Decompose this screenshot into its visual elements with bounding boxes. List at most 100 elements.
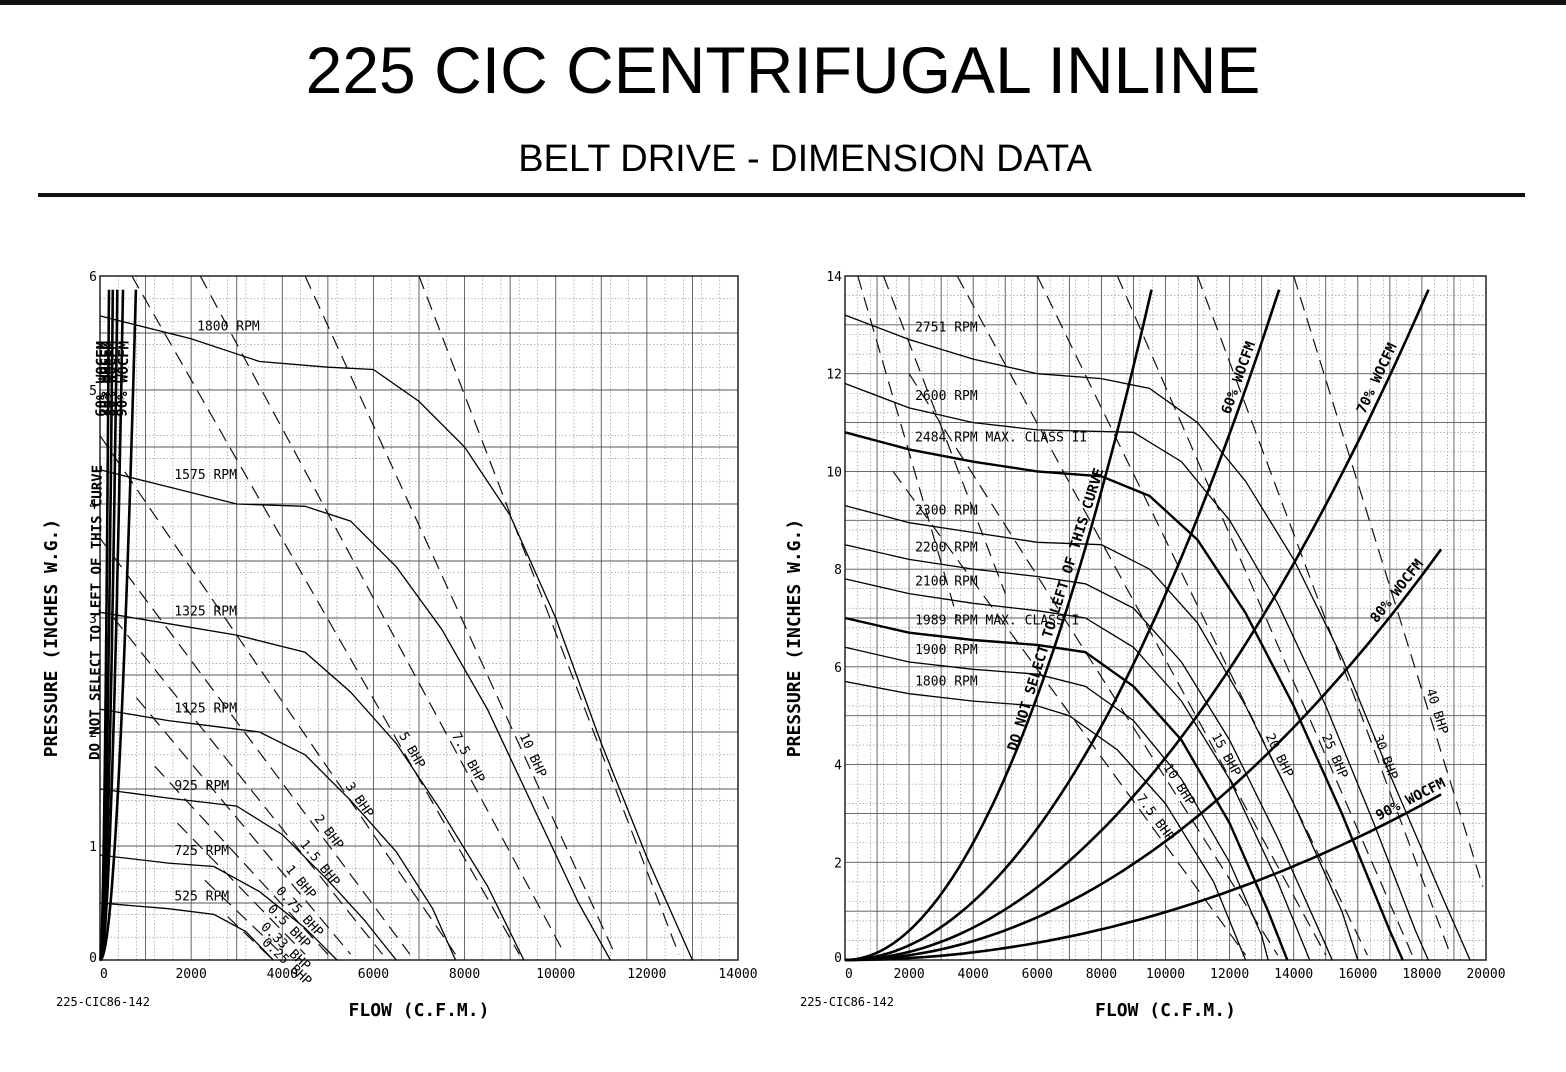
chart1-system-curves: DO NOT SELECT TO LEFT OF THIS CURVE 60% W… [87, 289, 138, 962]
chart2-bhp-line [1196, 275, 1452, 956]
chart1-x-tick-label: 10000 [536, 967, 575, 982]
chart2-x-tick-label: 2000 [893, 967, 924, 982]
chart1-x-tick-label: 0 [100, 967, 108, 982]
chart2-system-curve [845, 793, 1442, 962]
chart2-y-tick-label: 12 [826, 368, 842, 383]
chart2-rpm-curve [844, 382, 1429, 961]
page-subtitle: BELT DRIVE - DIMENSION DATA [518, 138, 1092, 180]
chart1-drawing-code: 225-CIC86-142 [56, 995, 150, 1009]
chart2-bhp-line [1293, 275, 1484, 887]
chart2-y-tick-label: 8 [834, 563, 842, 578]
chart1-system-curve-label: 80% WOCFM [103, 341, 120, 417]
chart2-bhp-line [882, 275, 1006, 594]
chart1-bhp-line [136, 697, 352, 955]
chart2-x-tick-label: 8000 [1086, 967, 1117, 982]
chart1-y-tick-label: 3 [89, 612, 97, 627]
chart1-y-axis-label: PRESSURE (INCHES W.G.) [41, 519, 62, 757]
chart1-rpm-curve [99, 854, 338, 961]
chart1-system-curve-label: 60% WOCFM [94, 341, 111, 417]
chart1-rpm-curve [99, 315, 693, 961]
chart2-rpm-label: 1900 RPM [915, 643, 978, 658]
chart1-bhp-line [418, 275, 680, 955]
chart2-y-tick-label: 2 [834, 856, 842, 871]
chart2-bhp-line [892, 471, 1247, 956]
chart1-y-tick-label: 5 [89, 384, 97, 399]
chart2-x-tick-label: 16000 [1338, 967, 1377, 982]
chart2-rpm-curve [844, 578, 1311, 961]
chart1-system-curve-label: 70% WOCFM [98, 341, 115, 417]
chart1-y-tick-label: 6 [89, 270, 97, 285]
chart2-rpm-curves: 2751 RPM 2600 RPM 2484 RPM MAX. CLASS II 23… [844, 314, 1471, 961]
chart2-x-tick-label: 0 [845, 967, 853, 982]
chart2-bhp-label: 40 BHP [1422, 687, 1450, 736]
chart2-bhp-line [1036, 275, 1368, 956]
chart2-system-curve-label: DO NOT SELECT TO LEFT OF THIS CURVE [1005, 466, 1108, 753]
chart2-bhp-line [1116, 275, 1413, 956]
chart2-y-tick-label: 6 [834, 661, 842, 676]
chart2-rpm-curve [844, 616, 1289, 961]
chart2-rpm-label: 2300 RPM [915, 504, 978, 519]
chart2-y-tick-label: 10 [826, 465, 842, 480]
chart2-x-tick-label: 14000 [1274, 967, 1313, 982]
chart2-rpm-curve [844, 646, 1269, 961]
chart1-y-tick-label: 1 [89, 840, 97, 855]
chart1-x-axis-label: FLOW (C.F.M.) [349, 1000, 490, 1021]
chart1-x-tick-label: 4000 [267, 967, 298, 982]
chart2-system-curve [844, 289, 1430, 962]
chart1-rpm-label: 525 RPM [174, 890, 229, 905]
chart2-system-curve [844, 548, 1443, 962]
chart2-rpm-label: 2484 RPM MAX. CLASS II [915, 430, 1087, 445]
chart1-rpm-curve [99, 788, 397, 961]
chart1-system-curve-label: 90% WOCFM [114, 341, 132, 417]
chart1-bhp-line [177, 822, 306, 955]
chart2-x-tick-label: 6000 [1022, 967, 1053, 982]
chart2-bhp-line [908, 373, 1279, 956]
chart2-system-curve [844, 289, 1281, 962]
chart2-x-tick-label: 18000 [1402, 967, 1441, 982]
chart1-system-curve [99, 289, 138, 962]
chart2-rpm-label: 2200 RPM [915, 540, 978, 555]
chart2-drawing-code: 225-CIC86-142 [800, 995, 894, 1009]
chart1-rpm-curve [99, 469, 611, 961]
chart1-rpm-curves: 1800 RPM 1575 RPM 1325 RPM 1125 RPM 925 RPM 7… [99, 315, 693, 961]
chart1-rpm-label: 1575 RPM [174, 468, 237, 483]
chart2-rpm-label: 1989 RPM MAX. CLASS I [915, 614, 1079, 629]
chart1-bhp-line [99, 435, 456, 955]
chart2-rpm-label: 2100 RPM [915, 575, 978, 590]
chart1-x-tick-label: 6000 [358, 967, 389, 982]
chart2-bhp-label: 30 BHP [1370, 733, 1400, 782]
chart2-x-axis-label: FLOW (C.F.M.) [1095, 1000, 1236, 1021]
chart2-rpm-curve [844, 314, 1471, 961]
chart2-bhp-line [857, 275, 958, 619]
chart1-rpm-label: 1800 RPM [197, 320, 260, 335]
chart1-rpm-curve [99, 902, 274, 961]
chart2-system-curve-label: 90% WOCFM [1373, 775, 1448, 824]
chart2-rpm-label: 1800 RPM [915, 675, 978, 690]
chart1-x-tick-label: 8000 [449, 967, 480, 982]
chart2-y-tick-label: 4 [834, 759, 842, 774]
chart1-bhp-line [304, 275, 616, 955]
chart2-x-tick-label: 4000 [958, 967, 989, 982]
chart2-y-tick-label: 0 [834, 951, 842, 966]
chart1-rpm-label: 1125 RPM [174, 702, 237, 717]
chart2-x-tick-label: 10000 [1146, 967, 1185, 982]
chart2-rpm-curve [844, 431, 1404, 961]
header-rule [38, 193, 1525, 197]
chart2-rpm-label: 2600 RPM [915, 389, 978, 404]
chart1-bhp-line [131, 275, 520, 955]
chart2-rpm-curve [844, 504, 1359, 961]
chart2-rpm-curve [844, 680, 1247, 961]
chart1-system-curve-label: DO NOT SELECT TO LEFT OF THIS CURVE [87, 465, 106, 760]
chart1-bhp-line [113, 617, 383, 955]
chart2-x-tick-label: 12000 [1210, 967, 1249, 982]
chart1-bhp-line [199, 275, 566, 955]
chart2-rpm-label: 2751 RPM [915, 321, 978, 336]
chart2-x-tick-label: 20000 [1466, 967, 1505, 982]
top-border [0, 0, 1566, 5]
chart1-y-tick-label: 4 [89, 498, 97, 513]
chart1-bhp-line [204, 879, 283, 955]
chart1-system-curve [99, 289, 125, 962]
page-title: 225 CIC CENTRIFUGAL INLINE [305, 33, 1261, 107]
chart1-x-tick-label: 12000 [627, 967, 666, 982]
